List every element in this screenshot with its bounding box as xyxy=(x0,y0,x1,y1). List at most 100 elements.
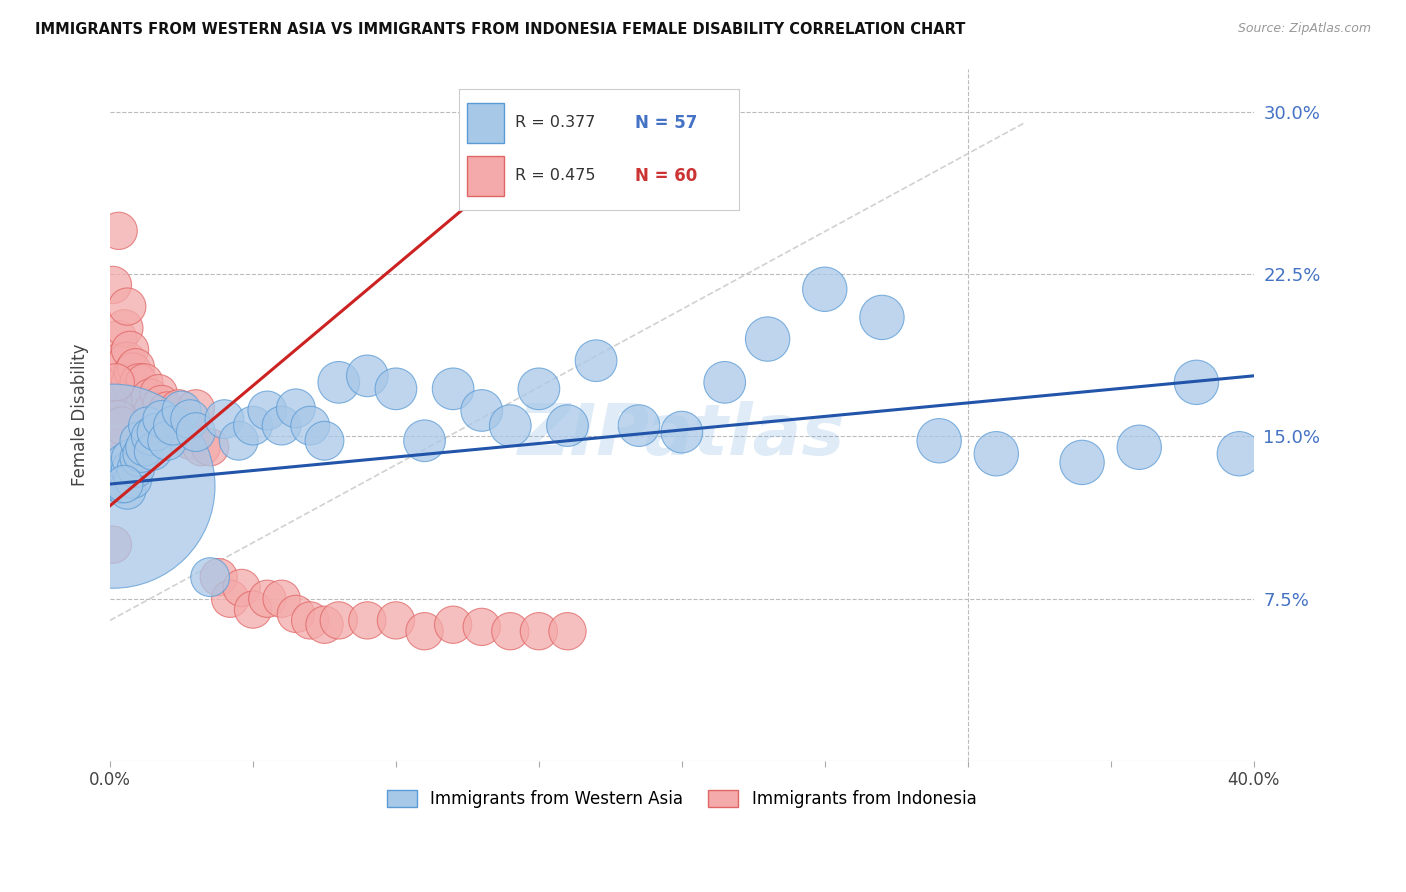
Point xyxy=(184,425,207,439)
Point xyxy=(134,376,156,390)
Point xyxy=(107,224,129,238)
Point xyxy=(131,403,153,417)
Point xyxy=(136,418,159,433)
Point xyxy=(928,434,950,448)
Point xyxy=(110,386,132,401)
Point xyxy=(557,624,579,639)
Point xyxy=(219,591,242,606)
Point xyxy=(131,447,153,461)
Point xyxy=(184,401,207,416)
Point xyxy=(128,451,150,466)
Point xyxy=(190,440,212,454)
Point xyxy=(385,382,408,396)
Point xyxy=(299,418,322,433)
Point xyxy=(214,412,236,426)
Point xyxy=(139,391,162,405)
Point xyxy=(142,444,165,458)
Point xyxy=(104,397,127,411)
Point xyxy=(112,321,135,335)
Point xyxy=(179,434,201,448)
Point xyxy=(256,403,278,417)
Point xyxy=(284,607,307,621)
Text: IMMIGRANTS FROM WESTERN ASIA VS IMMIGRANTS FROM INDONESIA FEMALE DISABILITY CORR: IMMIGRANTS FROM WESTERN ASIA VS IMMIGRAN… xyxy=(35,22,966,37)
Point xyxy=(527,624,550,639)
Point xyxy=(1128,440,1150,454)
Point xyxy=(112,467,135,481)
Legend: Immigrants from Western Asia, Immigrants from Indonesia: Immigrants from Western Asia, Immigrants… xyxy=(381,783,983,815)
Point xyxy=(107,440,129,454)
Point xyxy=(527,382,550,396)
Point xyxy=(112,455,135,469)
Point xyxy=(128,434,150,448)
Point xyxy=(115,353,138,368)
Point xyxy=(162,418,184,433)
Point xyxy=(107,332,129,346)
Point xyxy=(120,376,142,390)
Point xyxy=(104,376,127,390)
Point xyxy=(125,462,148,476)
Point xyxy=(314,434,336,448)
Text: Source: ZipAtlas.com: Source: ZipAtlas.com xyxy=(1237,22,1371,36)
Point xyxy=(814,282,837,296)
Point xyxy=(122,473,145,487)
Point xyxy=(356,614,378,628)
Point xyxy=(112,477,135,491)
Point xyxy=(120,451,142,466)
Point xyxy=(256,591,278,606)
Point xyxy=(270,591,292,606)
Point xyxy=(231,581,253,595)
Point xyxy=(356,368,378,383)
Point xyxy=(101,473,124,487)
Point xyxy=(101,538,124,552)
Text: ZIPatlas: ZIPatlas xyxy=(519,401,845,470)
Point xyxy=(441,382,464,396)
Point xyxy=(557,418,579,433)
Point xyxy=(150,412,173,426)
Point xyxy=(413,624,436,639)
Point xyxy=(228,434,250,448)
Point xyxy=(101,277,124,292)
Point xyxy=(413,434,436,448)
Point xyxy=(441,617,464,632)
Point xyxy=(870,310,893,325)
Point xyxy=(120,462,142,476)
Point xyxy=(198,440,221,454)
Point xyxy=(671,425,693,439)
Point xyxy=(128,397,150,411)
Point xyxy=(150,397,173,411)
Point xyxy=(499,418,522,433)
Point xyxy=(1185,376,1208,390)
Point xyxy=(122,397,145,411)
Point xyxy=(471,620,494,634)
Point xyxy=(1071,455,1094,469)
Point xyxy=(134,440,156,454)
Point xyxy=(104,473,127,487)
Point xyxy=(101,479,124,493)
Point xyxy=(170,403,193,417)
Point xyxy=(139,429,162,443)
Point xyxy=(471,403,494,417)
Point xyxy=(156,403,179,417)
Point xyxy=(627,418,650,433)
Point xyxy=(156,434,179,448)
Point xyxy=(115,300,138,314)
Point xyxy=(328,376,350,390)
Point xyxy=(242,418,264,433)
Point xyxy=(756,332,779,346)
Point xyxy=(284,401,307,416)
Point xyxy=(107,468,129,483)
Point xyxy=(179,412,201,426)
Point xyxy=(104,376,127,390)
Point xyxy=(125,360,148,375)
Point xyxy=(115,483,138,498)
Point xyxy=(299,614,322,628)
Point xyxy=(148,386,170,401)
Point xyxy=(242,602,264,616)
Point xyxy=(167,401,190,416)
Point xyxy=(107,412,129,426)
Point xyxy=(142,403,165,417)
Point xyxy=(136,418,159,433)
Point xyxy=(713,376,735,390)
Point xyxy=(499,624,522,639)
Point xyxy=(145,425,167,439)
